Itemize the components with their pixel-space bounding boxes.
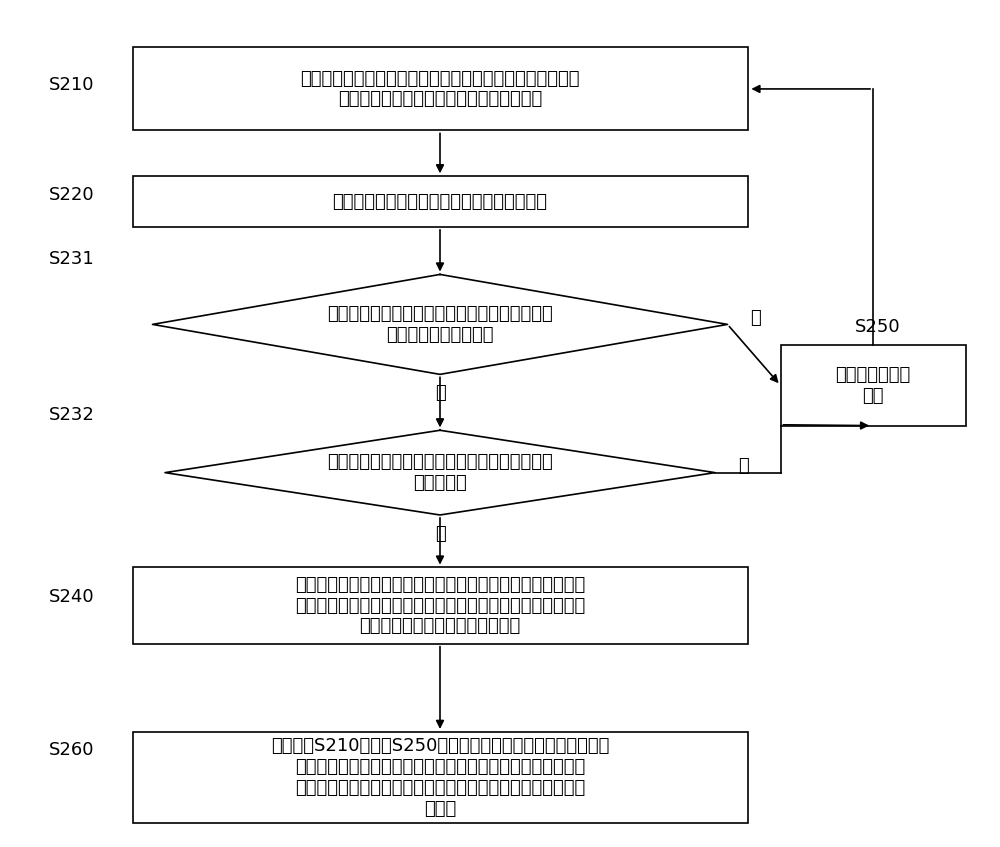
Bar <box>132 732 748 823</box>
Polygon shape <box>153 274 728 374</box>
Text: 是: 是 <box>435 524 445 543</box>
Text: 判断计算的主元素的分配系数与元素相对含量的
实际测量结果是否一致: 判断计算的主元素的分配系数与元素相对含量的 实际测量结果是否一致 <box>327 305 553 344</box>
Text: S232: S232 <box>49 406 95 424</box>
Text: S250: S250 <box>855 318 901 335</box>
Text: S231: S231 <box>49 250 95 268</box>
Bar <box>132 567 748 644</box>
Text: S220: S220 <box>49 185 95 204</box>
Text: 否: 否 <box>738 457 748 475</box>
Text: 按照与所述主元素的分配系数对应的分子式计算组成该矿物的
各元素在该矿物中的含量系数，以确定组成岩石的每一种矿物
中的各元素在该矿物中的含量系数: 按照与所述主元素的分配系数对应的分子式计算组成该矿物的 各元素在该矿物中的含量系… <box>295 576 585 635</box>
Text: 否: 否 <box>750 308 761 327</box>
Bar <box>132 176 748 227</box>
Text: 按照步骤S210至步骤S250确定组成岩石的每一种矿物中的各元
素在该矿物中的含量系数，并根据组成岩石的每一种矿物中的
各元素在该矿物中的含量系数确定岩石中元素: 按照步骤S210至步骤S250确定组成岩石的每一种矿物中的各元 素在该矿物中的含… <box>271 738 609 817</box>
Text: 重新确定分子式
模型: 重新确定分子式 模型 <box>835 366 911 405</box>
Text: 进一步判断主元素的分配系数的计算误差是否小
于误差阈值: 进一步判断主元素的分配系数的计算误差是否小 于误差阈值 <box>327 453 553 492</box>
Text: S240: S240 <box>49 588 95 606</box>
Bar <box>780 346 966 425</box>
Text: S260: S260 <box>49 741 95 760</box>
Polygon shape <box>165 430 715 515</box>
Text: 是: 是 <box>435 384 445 402</box>
Text: 对于组成岩石的每一种矿物，根据预先测定的该矿物的摩尔
质量以及预先确定的分子式模型构建关系式: 对于组成岩石的每一种矿物，根据预先测定的该矿物的摩尔 质量以及预先确定的分子式模… <box>300 69 580 108</box>
Text: S210: S210 <box>49 75 95 94</box>
Text: 对所述关系式进行求解得到主元素的分配系数: 对所述关系式进行求解得到主元素的分配系数 <box>332 192 548 211</box>
Bar <box>132 47 748 130</box>
